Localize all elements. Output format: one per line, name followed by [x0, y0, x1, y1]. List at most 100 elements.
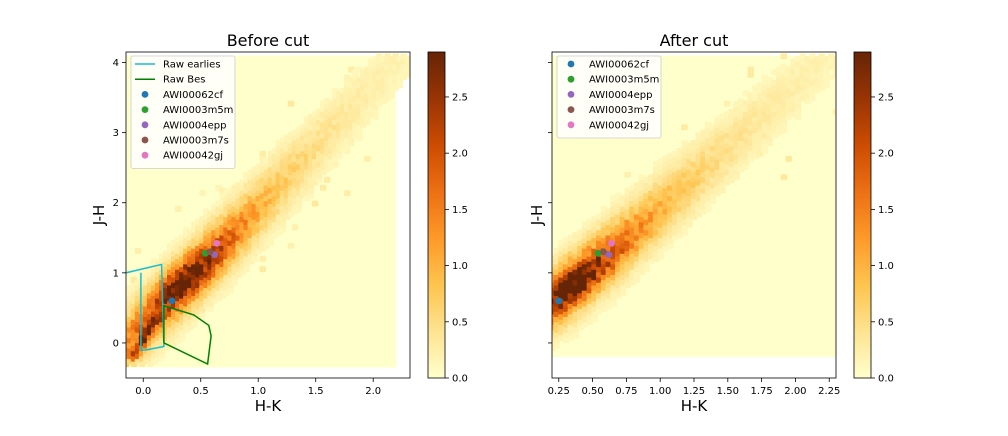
- density-cell: [388, 92, 395, 99]
- density-cell: [553, 342, 560, 349]
- legend: Raw earlies Raw Bes AWI00062cf AWI0003m5m AW…: [130, 55, 236, 169]
- density-cell: [832, 108, 836, 115]
- legend-box: [130, 55, 236, 169]
- legend-label: AWI00062cf: [589, 60, 649, 71]
- legend-label: AWI0003m7s: [589, 105, 655, 116]
- density-cell: [279, 226, 287, 233]
- legend-marker-swatch: [141, 121, 149, 129]
- point-awi0003m7s: [600, 248, 607, 256]
- density-cell: [315, 176, 323, 183]
- legend-label: AWI0003m5m: [589, 75, 659, 86]
- density-cell: [307, 192, 315, 199]
- colorbar-tick-label: 0.5: [452, 317, 468, 328]
- density-cell: [780, 174, 788, 181]
- density-cell: [832, 66, 836, 73]
- y-tick-label: 0: [113, 338, 119, 349]
- legend-label: AWI0003m5m: [163, 105, 233, 116]
- density-cell: [356, 134, 363, 141]
- density-cell: [643, 266, 650, 273]
- legend-label: AWI00042gj: [163, 151, 223, 162]
- density-cell: [259, 255, 267, 262]
- density-cell: [591, 316, 598, 323]
- density-cell: [780, 121, 788, 128]
- density-cell: [199, 311, 206, 317]
- legend-label: AWI0004epp: [163, 120, 226, 131]
- colorbar-tick-label: 2.0: [878, 149, 894, 160]
- colorbar-tick-label: 1.0: [452, 261, 468, 272]
- chart-title: Before cut: [227, 31, 310, 50]
- outline-raw-bes: [163, 304, 212, 366]
- density-cell: [319, 184, 327, 191]
- density-cell: [780, 127, 788, 133]
- density-cell: [794, 108, 802, 115]
- legend-label: AWI00042gj: [589, 120, 649, 131]
- colorbar-gradient: [853, 51, 872, 379]
- density-cell: [809, 95, 816, 102]
- density-cell: [667, 242, 674, 249]
- density-cell: [259, 266, 267, 273]
- density-cell: [287, 100, 295, 107]
- marker-points: [555, 240, 615, 305]
- density-cell: [619, 290, 627, 296]
- density-cell: [572, 332, 579, 339]
- legend-label: AWI0004epp: [589, 90, 652, 101]
- outline-raw-earlies: [126, 263, 165, 351]
- legend: AWI00062cf AWI0003m5m AWI0004epp AWI0003m7s…: [556, 55, 662, 139]
- x-tick-label: 0.50: [581, 386, 603, 397]
- legend-marker-swatch: [141, 136, 149, 144]
- y-tick-label: 2: [113, 198, 119, 209]
- y-tick-label: 4: [113, 58, 119, 69]
- density-cell: [785, 155, 792, 162]
- x-tick-label: 1.75: [750, 386, 772, 397]
- density-cell: [681, 229, 688, 236]
- colorbar-after-cut: 0.0 0.5 1.0 1.5 2.0 2.5: [853, 51, 894, 385]
- density-cell: [267, 240, 275, 246]
- legend-marker-swatch: [567, 106, 575, 113]
- legend-marker-swatch: [567, 60, 575, 68]
- density-cell: [199, 190, 206, 197]
- x-axis-ticks: 0.25 0.50 0.75 1.00 1.25 1.50 1.75 2.00 2.25: [548, 378, 840, 397]
- legend-marker-swatch: [141, 106, 149, 113]
- density-cell: [295, 200, 303, 207]
- density-cell: [396, 82, 403, 89]
- x-tick-label: 0.25: [548, 386, 570, 397]
- point-awi00042gj: [213, 240, 221, 247]
- density-cell: [291, 224, 299, 231]
- x-tick-label: 1.5: [308, 386, 324, 397]
- colorbar-tick-label: 2.0: [452, 149, 468, 160]
- density-cell: [624, 171, 631, 178]
- panel-before-cut: Before cut 0.0 0.5 1.0 1.5 2.0 0 1 2 3 4 H-K J-H…: [90, 31, 411, 415]
- legend-marker-swatch: [141, 151, 149, 159]
- colorbar-gradient: [427, 51, 446, 379]
- density-cell: [243, 266, 250, 273]
- chart-title: After cut: [660, 31, 729, 50]
- density-cell: [179, 334, 186, 341]
- density-cell: [404, 71, 410, 78]
- legend-box: [556, 55, 662, 139]
- colorbar-tick-label: 1.5: [878, 205, 894, 216]
- density-cell: [295, 205, 303, 212]
- density-cell: [158, 353, 166, 360]
- density-cell: [404, 66, 410, 73]
- legend-label: AWI0003m7s: [163, 136, 229, 147]
- density-cell: [364, 155, 371, 162]
- density-cell: [307, 187, 315, 194]
- density-cell: [610, 300, 617, 307]
- density-cell: [733, 174, 740, 181]
- density-cell: [356, 129, 363, 136]
- density-cell: [372, 113, 379, 120]
- density-cell: [657, 253, 665, 260]
- density-cell: [348, 140, 355, 147]
- density-cell: [742, 163, 750, 170]
- density-cell: [780, 53, 788, 60]
- density-cell: [323, 176, 331, 183]
- density-cell: [259, 150, 267, 157]
- legend-marker-swatch: [141, 91, 149, 98]
- density-cell: [227, 287, 234, 294]
- x-tick-label: 1.25: [683, 386, 705, 397]
- density-cell: [709, 198, 717, 204]
- density-cell: [747, 71, 755, 78]
- point-awi0003m5m: [594, 249, 602, 257]
- colorbar-ticks: 0.0 0.5 1.0 1.5 2.0 2.5: [445, 92, 468, 385]
- x-tick-label: 2.0: [365, 386, 381, 397]
